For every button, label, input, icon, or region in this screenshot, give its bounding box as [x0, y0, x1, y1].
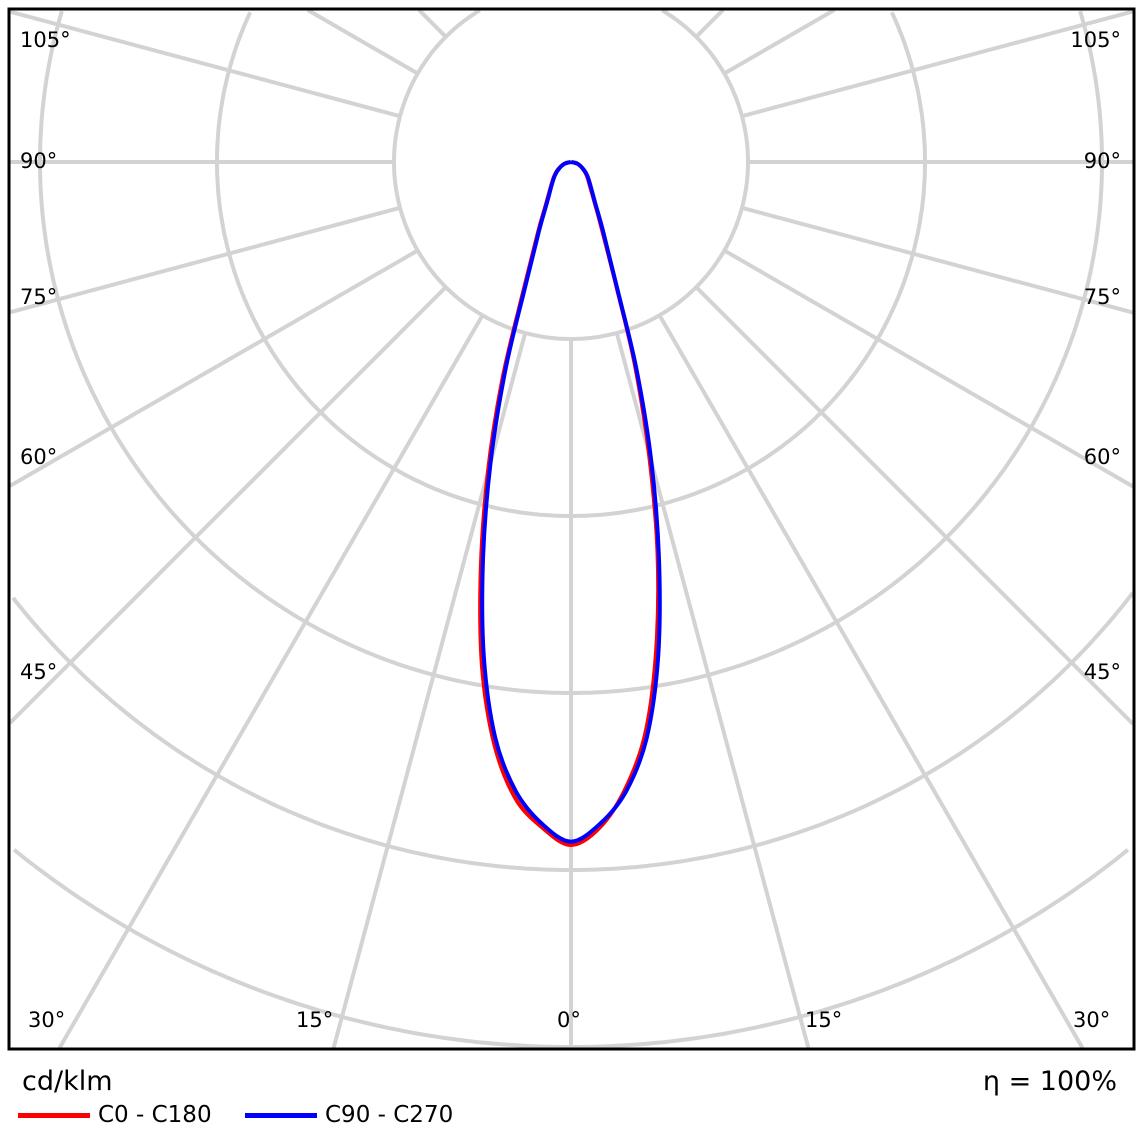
radial-ring: [11, 591, 1135, 872]
angle-label-bottom-0: 0°: [557, 1008, 581, 1032]
angle-label-right-75: 75°: [1083, 285, 1121, 309]
plot-frame: [7, 7, 1136, 1051]
angle-gridline: [694, 285, 1135, 726]
angle-gridline: [9, 9, 401, 119]
angle-label-right-105: 105°: [1070, 28, 1121, 52]
angle-label-bottom-15-right: 15°: [805, 1008, 843, 1032]
angle-label-bottom-15-left: 15°: [296, 1008, 334, 1032]
unit-label: cd/klm: [22, 1066, 113, 1097]
angle-gridline: [723, 248, 1135, 489]
angle-gridline: [8, 248, 419, 488]
angle-gridline: [741, 205, 1134, 315]
legend-swatch-blue: [245, 1112, 317, 1118]
angle-label-right-90: 90°: [1083, 149, 1121, 173]
angle-label-left-75: 75°: [20, 285, 58, 309]
angle-gridline: [331, 332, 528, 1049]
angle-gridline: [694, 8, 725, 39]
angle-label-left-45: 45°: [20, 660, 58, 684]
angle-label-bottom-30-left: 30°: [28, 1008, 66, 1032]
legend-item-c0: C0 - C180: [18, 1102, 212, 1128]
angle-gridline: [9, 205, 401, 315]
angle-label-bottom-30-right: 30°: [1073, 1008, 1111, 1032]
radial-ring: [215, 11, 927, 518]
angle-label-left-60: 60°: [20, 445, 58, 469]
legend-item-c90: C90 - C270: [245, 1102, 453, 1128]
angle-gridline: [741, 9, 1134, 119]
angle-gridline: [657, 314, 1085, 1049]
angle-label-right-60: 60°: [1083, 445, 1121, 469]
radial-ring: [38, 10, 1104, 695]
legend-swatch-red: [18, 1112, 90, 1118]
angle-gridline: [8, 285, 448, 725]
angle-label-left-105: 105°: [20, 28, 71, 52]
efficiency-label: η = 100%: [982, 1066, 1117, 1097]
angle-label-right-45: 45°: [1083, 660, 1121, 684]
legend-label: C90 - C270: [325, 1102, 454, 1128]
angle-gridline: [306, 8, 419, 76]
legend-label: C0 - C180: [98, 1102, 212, 1128]
series-curve-c90-c270: [480, 160, 662, 844]
radial-ring: [12, 848, 1130, 1049]
angle-label-left-90: 90°: [20, 149, 58, 173]
angle-gridline: [57, 314, 485, 1049]
radial-ring: [392, 8, 750, 341]
angle-gridline: [723, 8, 836, 76]
angle-gridline: [417, 8, 448, 39]
